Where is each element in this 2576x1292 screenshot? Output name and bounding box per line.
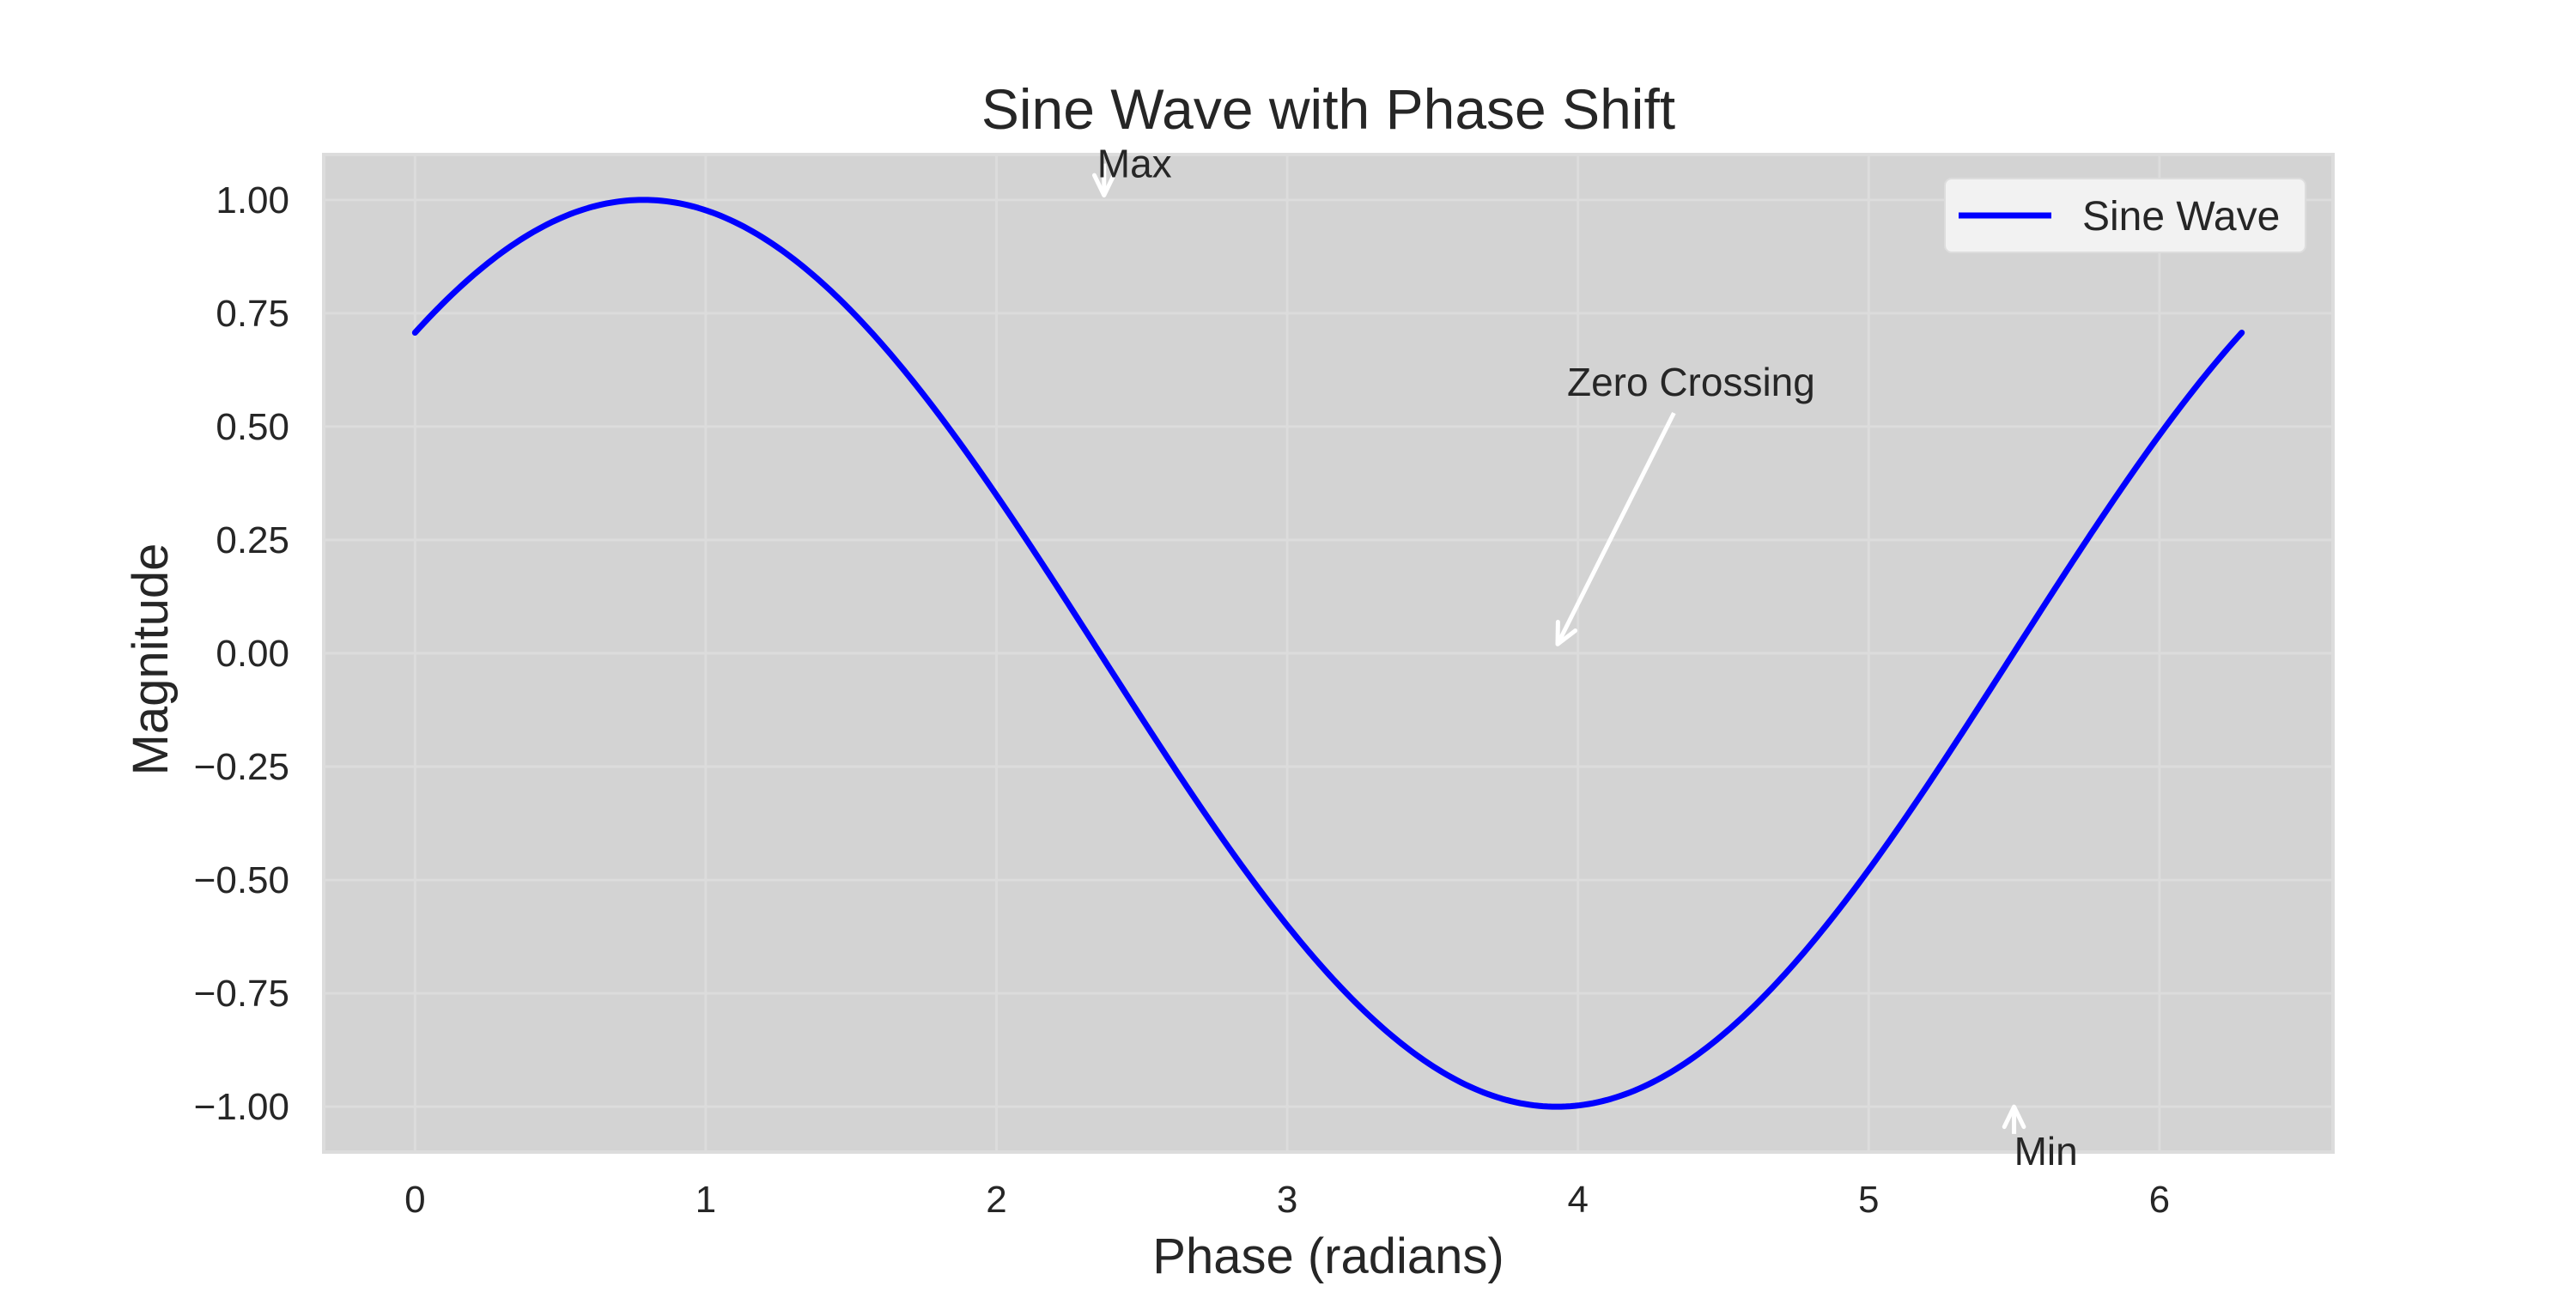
- x-tick-label: 2: [986, 1179, 1006, 1221]
- x-tick-label: 1: [696, 1179, 716, 1221]
- x-axis-label: Phase (radians): [1152, 1228, 1504, 1284]
- y-tick-label: −0.50: [194, 859, 289, 901]
- legend-box: [1944, 178, 2306, 253]
- y-tick-label: −1.00: [194, 1086, 289, 1128]
- y-tick-label: 0.25: [216, 519, 289, 561]
- annotation-arrow-head: [1091, 173, 1116, 198]
- series-line-sine-wave: [411, 197, 2245, 1110]
- annotation-zero-crossing: Zero Crossing: [1567, 360, 1815, 404]
- y-tick-label: 0.75: [216, 293, 289, 335]
- legend-label: Sine Wave: [2082, 194, 2280, 240]
- y-axis-label: Magnitude: [123, 543, 179, 776]
- chart-title: Sine Wave with Phase Shift: [981, 77, 1675, 141]
- plot-area: 0 1 2 3 4 5 6 1.00 0.75 0.50 0.25 0.00 −0.25 −0.50 −0.…: [194, 142, 2335, 1221]
- annotation-arrow-head: [1555, 619, 1578, 646]
- annotation-max: Max: [1097, 142, 1172, 186]
- annotation-arrow-head: [2002, 1104, 2026, 1130]
- y-tick-label: 0.50: [216, 406, 289, 448]
- x-tick-label: 6: [2149, 1179, 2170, 1221]
- x-tick-label: 3: [1277, 1179, 1297, 1221]
- x-tick-label: 0: [404, 1179, 425, 1221]
- y-tick-label: −0.75: [194, 973, 289, 1015]
- y-tick-label: 0.00: [216, 633, 289, 675]
- annotation-arrow: [1555, 411, 1676, 646]
- x-tick-label: 4: [1567, 1179, 1588, 1221]
- y-tick-label: 1.00: [216, 179, 289, 221]
- annotation-min: Min: [2014, 1129, 2078, 1174]
- x-tick-label: 5: [1858, 1179, 1879, 1221]
- y-tick-label: −0.25: [194, 746, 289, 788]
